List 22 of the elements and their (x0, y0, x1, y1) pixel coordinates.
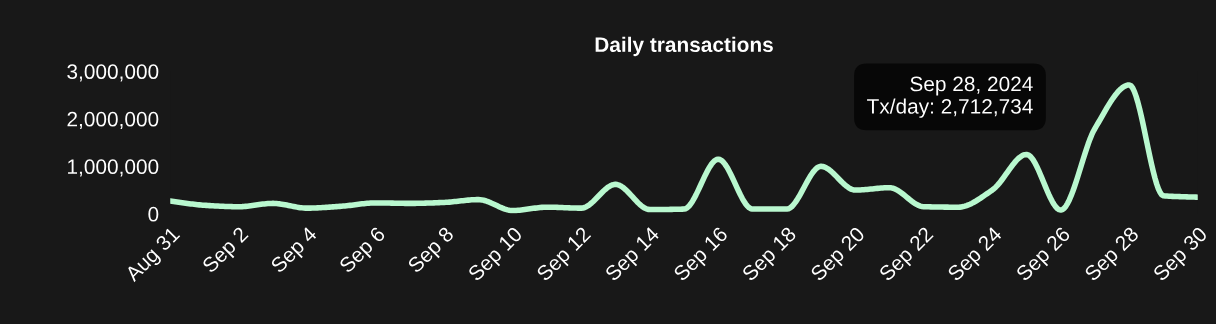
x-tick-label: Sep 14 (604, 225, 664, 285)
x-tick-label: Sep 28 (1083, 225, 1143, 285)
annotation: Sep 28, 2024 Tx/day: 2,712,734 (867, 76, 1033, 118)
y-tick-label: 0 (148, 206, 159, 222)
x-tick-label: Sep 22 (878, 226, 937, 285)
y-tick-label: 1,000,000 (68, 159, 159, 177)
x-tick-label: Sep 2 (201, 226, 252, 277)
x-tick-label: Sep 4 (269, 225, 321, 277)
x-tick-label: Sep 6 (338, 225, 389, 277)
y-tick-label: 3,000,000 (67, 64, 159, 82)
x-tick-label: Sep 20 (809, 225, 869, 285)
x-tick-label: Sep 18 (741, 225, 800, 285)
x-tick-label: Sep 16 (672, 225, 732, 285)
y-tick-label: 2,000,000 (67, 111, 159, 130)
x-tick-label: Sep 12 (535, 226, 595, 285)
x-tick-label: Sep 30 (1152, 225, 1211, 285)
x-tick-label: Aug 31 (123, 226, 184, 286)
x-tick-label: Sep 8 (406, 225, 458, 277)
chart-title: Daily transactions (595, 36, 773, 57)
x-tick-label: Sep 10 (467, 225, 526, 285)
x-tick-label: Sep 24 (946, 225, 1006, 285)
x-tick-label: Sep 26 (1015, 225, 1074, 285)
